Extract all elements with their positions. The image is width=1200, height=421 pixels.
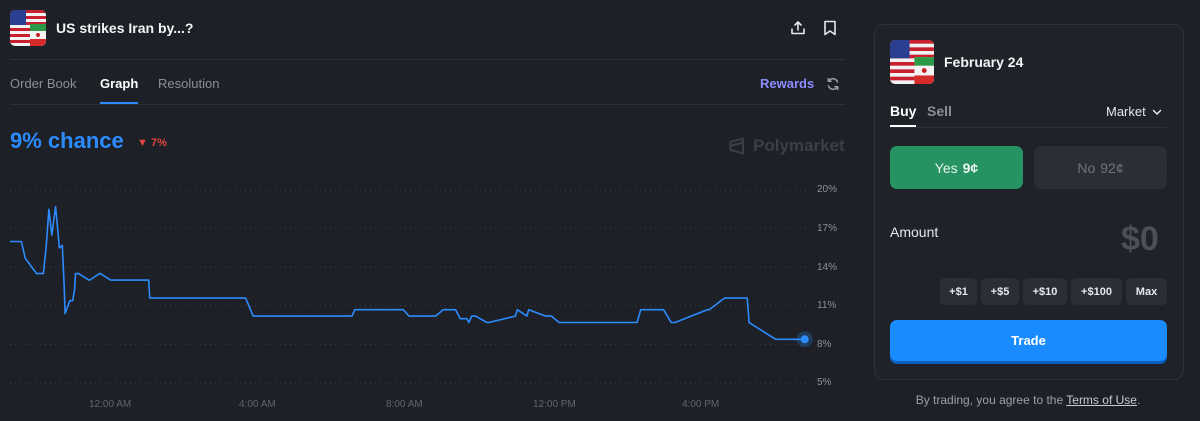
chance-change: ▼ 7% — [137, 137, 167, 149]
buy-tab-indicator — [890, 125, 916, 127]
tab-graph[interactable]: Graph — [100, 76, 139, 91]
y-tick-label: 14% — [817, 262, 838, 273]
y-tick-label: 20% — [817, 184, 838, 195]
tab-resolution[interactable]: Resolution — [158, 76, 220, 91]
yes-price: 9¢ — [962, 159, 979, 176]
amount-label: Amount — [890, 224, 939, 240]
buy-sell-divider — [890, 127, 1167, 128]
terms-notice: By trading, you agree to the Terms of Us… — [874, 393, 1182, 407]
watermark-text: Polymarket — [753, 136, 845, 155]
tabs-divider — [10, 104, 845, 105]
y-tick-label: 17% — [817, 223, 838, 234]
trade-button[interactable]: Trade — [890, 320, 1167, 361]
x-tick-label: 4:00 PM — [682, 399, 720, 410]
outcome-flag-image — [890, 40, 934, 84]
polymarket-watermark: Polymarket — [727, 136, 845, 156]
x-tick-label: 12:00 AM — [89, 399, 132, 410]
terms-prefix: By trading, you agree to the — [915, 393, 1064, 407]
order-type-dropdown[interactable]: Market — [1106, 104, 1162, 119]
down-triangle-icon: ▼ — [137, 137, 148, 149]
header-divider — [10, 59, 845, 60]
amount-input[interactable]: $0 — [1121, 220, 1159, 258]
chance-series-line — [10, 205, 805, 341]
x-tick-label: 4:00 AM — [239, 399, 276, 410]
add-5-button[interactable]: +$5 — [981, 278, 1019, 305]
chance-change-value: 7% — [150, 137, 167, 149]
order-type-label: Market — [1106, 104, 1146, 119]
no-price: 92¢ — [1100, 159, 1124, 176]
chance-value: 9% chance — [10, 128, 124, 153]
buy-tab[interactable]: Buy — [890, 103, 917, 119]
chevron-down-icon — [1152, 109, 1161, 115]
yes-button[interactable]: Yes 9¢ — [890, 146, 1023, 189]
yes-label: Yes — [934, 159, 958, 176]
rewards-link[interactable]: Rewards — [760, 76, 815, 91]
current-point — [800, 335, 809, 344]
refresh-icon[interactable] — [823, 74, 843, 94]
no-button[interactable]: No 92¢ — [1034, 146, 1167, 189]
active-tab-indicator — [100, 102, 138, 104]
terms-suffix: . — [1136, 393, 1141, 407]
sell-tab[interactable]: Sell — [927, 103, 952, 119]
y-tick-label: 8% — [817, 339, 832, 350]
add-10-button[interactable]: +$10 — [1023, 278, 1067, 305]
market-flag-image — [10, 10, 46, 46]
tab-order-book[interactable]: Order Book — [10, 76, 77, 91]
x-tick-label: 12:00 PM — [533, 399, 576, 410]
bookmark-icon[interactable] — [820, 18, 840, 38]
terms-of-use-link[interactable]: Terms of Use — [1066, 393, 1137, 407]
x-tick-label: 8:00 AM — [386, 399, 423, 410]
outcome-date: February 24 — [944, 54, 1024, 70]
y-tick-label: 5% — [817, 377, 832, 388]
share-icon[interactable] — [788, 18, 808, 38]
y-tick-label: 11% — [817, 300, 837, 311]
add-1-button[interactable]: +$1 — [940, 278, 977, 305]
price-chart[interactable] — [0, 175, 860, 415]
polymarket-logo-icon — [729, 137, 744, 155]
max-button[interactable]: Max — [1126, 278, 1167, 305]
add-100-button[interactable]: +$100 — [1071, 278, 1122, 305]
no-label: No — [1077, 159, 1096, 176]
market-title: US strikes Iran by...? — [56, 20, 194, 36]
